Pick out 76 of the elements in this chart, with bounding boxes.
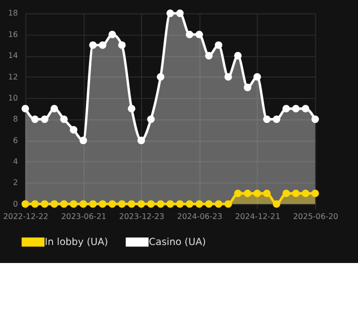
point (244, 84, 252, 92)
point (156, 73, 164, 81)
point (253, 190, 261, 198)
point (244, 190, 252, 198)
point (253, 73, 261, 81)
point (311, 115, 319, 123)
point (40, 115, 48, 123)
y-tick-label: 18 (8, 8, 18, 18)
point (263, 115, 271, 123)
legend-label: In lobby (UA) (44, 236, 108, 248)
x-tick-label: 2024-06-23 (177, 212, 222, 222)
point (50, 104, 58, 112)
point (311, 190, 319, 198)
point (31, 115, 39, 123)
point (214, 41, 222, 49)
point (205, 52, 213, 60)
point (292, 104, 300, 112)
point (292, 190, 300, 198)
point (60, 200, 68, 208)
point (186, 200, 194, 208)
point (205, 200, 213, 208)
x-tick-label: 2023-06-21 (61, 212, 106, 222)
point (70, 126, 78, 134)
point (234, 52, 242, 60)
x-tick-label: 2024-12-21 (235, 212, 280, 222)
point (176, 200, 184, 208)
point (195, 30, 204, 38)
point (22, 104, 30, 112)
point (224, 73, 232, 81)
y-tick-label: 14 (8, 51, 18, 60)
point (282, 104, 290, 112)
point (108, 200, 116, 208)
point (98, 200, 106, 208)
point (89, 200, 97, 208)
y-tick-label: 10 (8, 93, 18, 102)
point (282, 190, 290, 198)
point (80, 136, 88, 144)
point (147, 200, 155, 208)
point (186, 30, 194, 38)
point (272, 200, 280, 208)
point (70, 200, 78, 208)
point (176, 10, 184, 18)
point (98, 41, 106, 49)
point (128, 104, 136, 112)
point (263, 190, 271, 198)
point (147, 115, 155, 123)
point (89, 41, 97, 49)
point (50, 200, 58, 208)
point (214, 200, 222, 208)
point (166, 10, 174, 18)
y-tick-label: 16 (8, 30, 18, 39)
x-tick-label: 2022-12-22 (3, 212, 48, 222)
point (166, 200, 174, 208)
y-tick-label: 2 (13, 178, 18, 188)
point (302, 190, 310, 198)
point (137, 136, 146, 144)
point (156, 200, 164, 208)
point (40, 200, 48, 208)
point (118, 41, 126, 49)
y-tick-label: 12 (8, 72, 18, 82)
y-tick-label: 4 (13, 157, 18, 166)
point (108, 30, 116, 38)
y-tick-label: 0 (13, 199, 18, 208)
point (272, 115, 280, 123)
y-tick-label: 8 (13, 114, 18, 124)
y-tick-label: 6 (13, 136, 18, 145)
point (302, 104, 310, 112)
x-tick-label: 2023-12-23 (119, 212, 164, 222)
x-tick-label: 2025-06-20 (293, 212, 338, 222)
point (31, 200, 39, 208)
point (128, 200, 136, 208)
point (224, 200, 232, 208)
point (234, 190, 242, 198)
legend-label: Casino (UA) (148, 236, 206, 248)
point (60, 115, 68, 123)
point (118, 200, 126, 208)
